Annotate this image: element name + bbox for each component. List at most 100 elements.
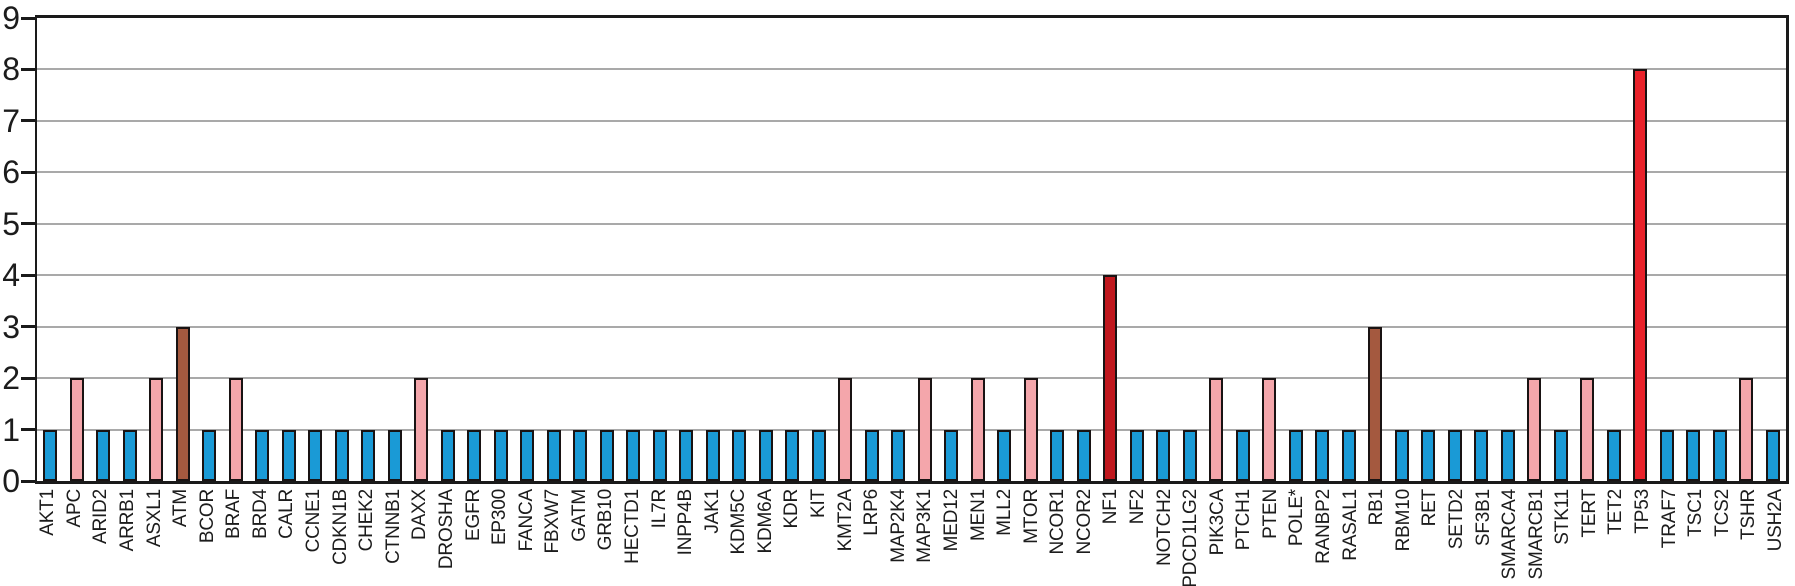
x-label-slot: KDM5C (726, 489, 753, 586)
x-label-slot: RB1 (1364, 489, 1391, 586)
y-tick-label-4: 4 (2, 257, 20, 294)
x-label-slot: KDR (779, 489, 806, 586)
bar-slot-map2k4 (885, 18, 912, 481)
x-label-slot: CHEK2 (354, 489, 381, 586)
x-label-fanca: FANCA (515, 489, 537, 552)
bar-slot-rb1 (1362, 18, 1389, 481)
x-label-grb10: GRB10 (595, 489, 617, 551)
x-label-ctnnb1: CTNNB1 (382, 489, 404, 564)
bar-slot-ranbp2 (1309, 18, 1336, 481)
x-label-slot: RANBP2 (1311, 489, 1338, 586)
bar-slot-men1 (965, 18, 992, 481)
bar-rb1 (1368, 326, 1383, 481)
bar-slot-arid2 (90, 18, 117, 481)
bar-slot-brd4 (249, 18, 276, 481)
x-label-atm: ATM (170, 489, 192, 528)
x-label-fbxw7: FBXW7 (542, 489, 564, 554)
x-label-slot: CALR (274, 489, 301, 586)
bar-asxl1 (149, 378, 164, 481)
y-tick-label-0: 0 (2, 463, 20, 499)
bar-fbxw7 (546, 429, 561, 481)
x-label-slot: ARRB1 (115, 489, 142, 586)
y-tick-1 (21, 428, 35, 432)
x-label-slot: HECTD1 (620, 489, 647, 586)
bar-traf7 (1659, 429, 1674, 481)
bars-layer (37, 18, 1786, 481)
bar-map3k1 (917, 378, 932, 481)
x-label-smarcb1: SMARCB1 (1525, 489, 1547, 580)
bar-mll2 (997, 429, 1012, 481)
x-label-slot: SF3B1 (1470, 489, 1497, 586)
bar-slot-ctnnb1 (382, 18, 409, 481)
x-label-ccne1: CCNE1 (303, 489, 325, 553)
gridline-3 (37, 325, 1786, 328)
bar-tert (1580, 378, 1595, 481)
bar-ep300 (493, 429, 508, 481)
bar-bcor (202, 429, 217, 481)
x-label-sf3b1: SF3B1 (1472, 489, 1494, 547)
bar-map2k4 (891, 429, 906, 481)
x-label-mll2: MLL2 (994, 489, 1016, 536)
x-label-map2k4: MAP2K4 (887, 489, 909, 563)
bar-kit (811, 429, 826, 481)
bar-tp53 (1633, 69, 1648, 481)
bar-slot-hectd1 (620, 18, 647, 481)
x-label-notch2: NOTCH2 (1153, 489, 1175, 566)
bar-chek2 (361, 429, 376, 481)
bar-pik3ca (1209, 378, 1224, 481)
y-tick-label-9: 9 (2, 0, 20, 36)
x-label-slot: TSHR (1736, 489, 1763, 586)
x-label-kmt2a: KMT2A (834, 489, 856, 552)
x-label-slot: NOTCH2 (1151, 489, 1178, 586)
bar-ccne1 (308, 429, 323, 481)
x-label-slot: MTOR (1018, 489, 1045, 586)
bar-inpp4b (679, 429, 694, 481)
x-label-slot: PTCH1 (1231, 489, 1258, 586)
bar-slot-ccne1 (302, 18, 329, 481)
x-label-slot: PDCD1LG2 (1178, 489, 1205, 586)
bar-slot-ep300 (488, 18, 515, 481)
bar-rasal1 (1341, 429, 1356, 481)
bar-ranbp2 (1315, 429, 1330, 481)
bar-ptch1 (1235, 429, 1250, 481)
x-label-tsc1: TSC1 (1685, 489, 1707, 537)
bar-slot-braf (223, 18, 250, 481)
x-label-tcs2: TCS2 (1711, 489, 1733, 537)
x-label-slot: TSC1 (1683, 489, 1710, 586)
x-label-daxx: DAXX (409, 489, 431, 540)
x-label-slot: AKT1 (35, 489, 62, 586)
x-label-med12: MED12 (940, 489, 962, 552)
x-label-slot: APC (62, 489, 89, 586)
bar-nf2 (1129, 429, 1144, 481)
bar-slot-akt1 (37, 18, 64, 481)
bar-tsc1 (1686, 429, 1701, 481)
bar-setd2 (1447, 429, 1462, 481)
x-label-hectd1: HECTD1 (622, 489, 643, 564)
bar-slot-tert (1574, 18, 1601, 481)
bar-pole (1288, 429, 1303, 481)
bar-sf3b1 (1474, 429, 1489, 481)
x-label-lrp6: LRP6 (861, 489, 883, 536)
x-label-slot: NCOR1 (1045, 489, 1072, 586)
bar-slot-fbxw7 (541, 18, 568, 481)
bar-slot-traf7 (1654, 18, 1681, 481)
x-label-slot: KIT (806, 489, 833, 586)
bar-grb10 (599, 429, 614, 481)
x-label-slot: RASAL1 (1337, 489, 1364, 586)
bar-slot-drosha (435, 18, 462, 481)
x-label-slot: EP300 (487, 489, 514, 586)
x-label-nf1: NF1 (1100, 489, 1122, 525)
bar-ncor2 (1076, 429, 1091, 481)
bar-slot-fanca (514, 18, 541, 481)
bar-akt1 (43, 429, 58, 481)
bar-slot-rbm10 (1389, 18, 1416, 481)
bar-slot-notch2 (1150, 18, 1177, 481)
bar-slot-kdm6a (753, 18, 780, 481)
plot-area (35, 15, 1789, 484)
bar-notch2 (1156, 429, 1171, 481)
x-label-slot: GRB10 (593, 489, 620, 586)
x-label-slot: TRAF7 (1656, 489, 1683, 586)
bar-slot-ret (1415, 18, 1442, 481)
x-label-nf2: NF2 (1126, 489, 1148, 525)
x-label-slot: BCOR (194, 489, 221, 586)
